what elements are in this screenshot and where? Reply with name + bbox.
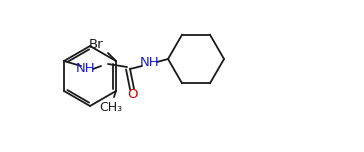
Text: CH₃: CH₃	[99, 100, 123, 114]
Text: NH: NH	[76, 62, 96, 76]
Text: O: O	[127, 88, 137, 102]
Text: Br: Br	[89, 38, 103, 52]
Text: NH: NH	[140, 55, 160, 69]
